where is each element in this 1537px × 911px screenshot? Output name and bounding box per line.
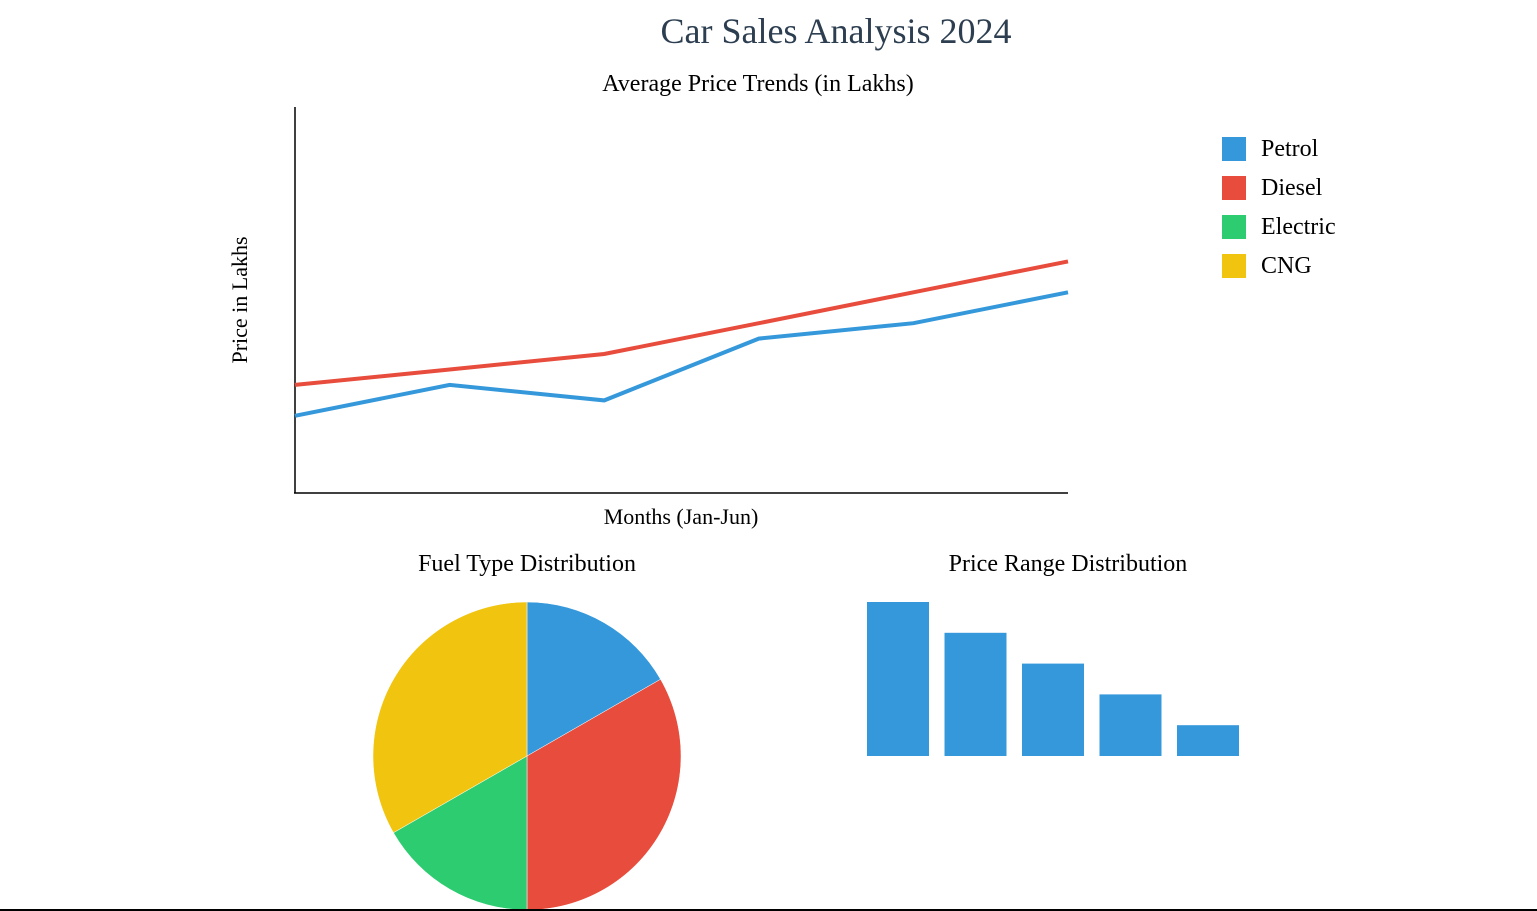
legend-label-petrol: Petrol — [1261, 136, 1319, 162]
series-line-diesel — [294, 259, 1069, 387]
bar-4 — [1099, 694, 1162, 756]
legend-label-cng: CNG — [1261, 253, 1312, 279]
bar-chart-title: Price Range Distribution — [949, 551, 1188, 577]
line-chart: Average Price Trends (in Lakhs) Months (… — [227, 71, 1336, 529]
line-series-group — [294, 259, 1069, 418]
legend-swatch-cng — [1222, 254, 1246, 278]
legend-label-electric: Electric — [1261, 214, 1336, 240]
bottom-rule — [0, 909, 1537, 911]
series-line-petrol — [294, 290, 1069, 418]
x-axis-label: Months (Jan-Jun) — [604, 504, 759, 529]
pie-chart-title: Fuel Type Distribution — [418, 551, 636, 577]
pie-chart: Fuel Type Distribution — [372, 551, 682, 911]
y-axis-label: Price in Lakhs — [227, 236, 252, 363]
bar-1 — [867, 602, 929, 756]
pie-slice-diesel — [526, 678, 682, 911]
legend-swatch-diesel — [1222, 176, 1246, 200]
line-chart-title: Average Price Trends (in Lakhs) — [602, 71, 913, 97]
legend-swatch-petrol — [1222, 137, 1246, 161]
legend: Petrol Diesel Electric CNG — [1222, 136, 1336, 279]
page-title: Car Sales Analysis 2024 — [660, 11, 1012, 51]
legend-label-diesel: Diesel — [1261, 175, 1323, 201]
pie-slice-cng — [372, 601, 528, 834]
legend-swatch-electric — [1222, 215, 1246, 239]
bar-chart: Price Range Distribution — [867, 551, 1239, 756]
bar-2 — [944, 632, 1007, 756]
pie-slice-petrol — [526, 601, 661, 757]
bar-5 — [1177, 725, 1239, 756]
bar-3 — [1022, 663, 1084, 756]
bars-group — [867, 602, 1239, 756]
pie-slices-group — [372, 601, 682, 911]
